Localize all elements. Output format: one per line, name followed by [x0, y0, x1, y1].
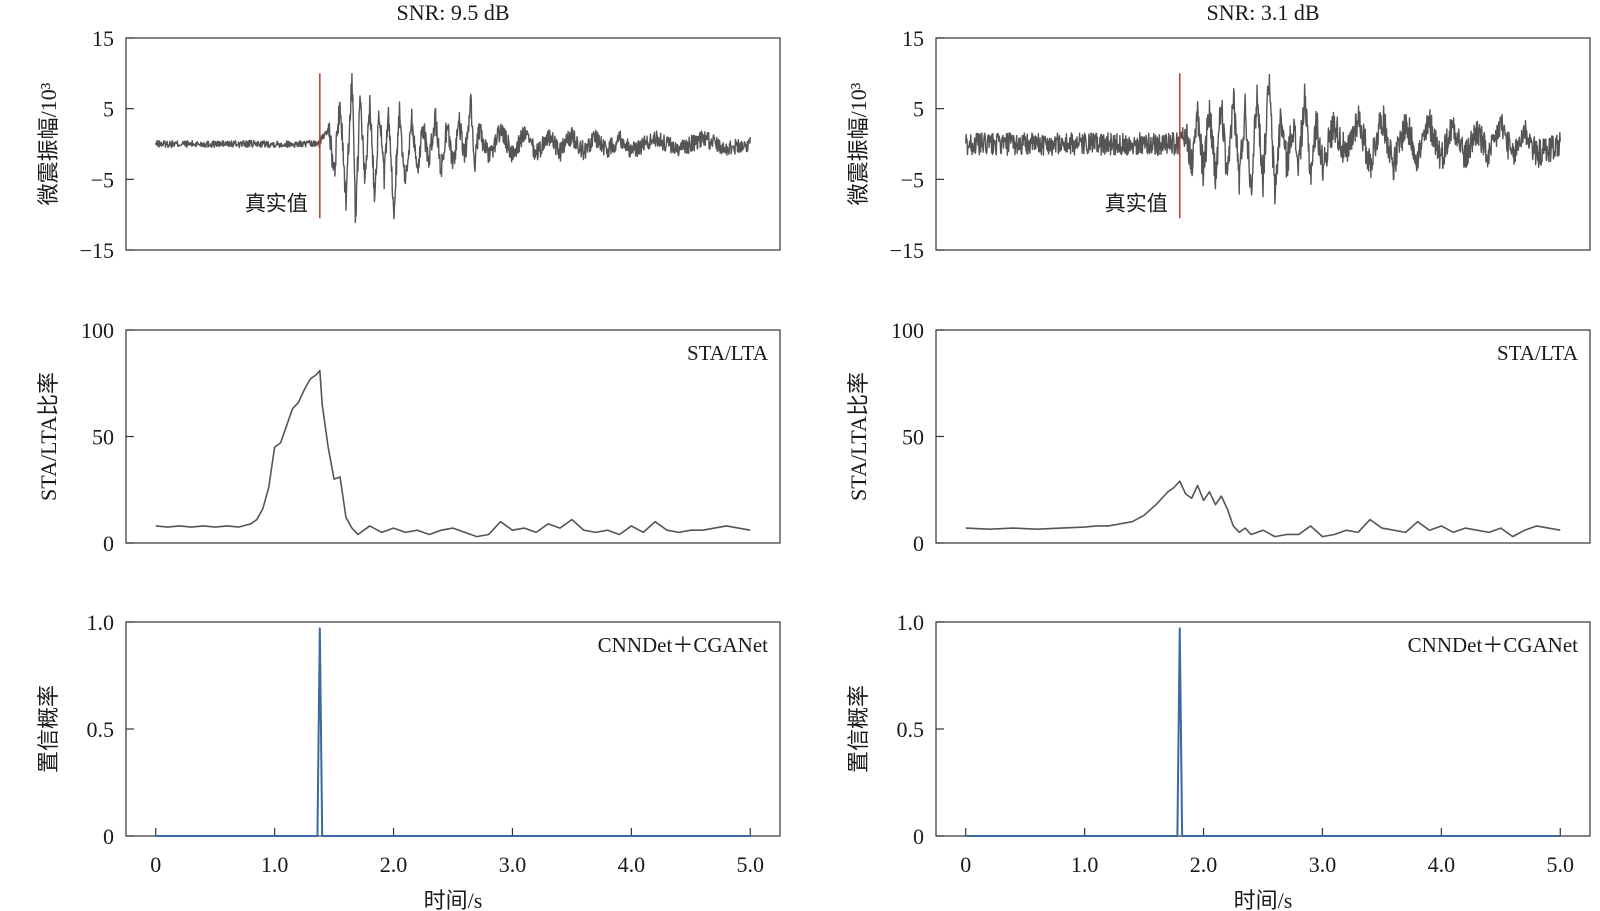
x-tick-label: 3.0	[499, 852, 527, 877]
y-axis-label: STA/LTA比率	[36, 372, 61, 501]
plot-frame	[935, 37, 1591, 251]
y-tick-label: 0.5	[897, 717, 925, 742]
x-axis-label: 时间/s	[1234, 888, 1293, 911]
y-tick-label: −5	[901, 167, 924, 192]
series-label: CNNDet＋CGANet	[1408, 633, 1578, 657]
x-tick-label: 1.0	[261, 852, 289, 877]
stalta-line	[965, 480, 1561, 538]
plot-frame	[935, 329, 1591, 544]
y-tick-label: 0	[103, 824, 114, 849]
y-tick-label: 15	[92, 26, 114, 51]
y-tick-label: 0	[103, 531, 114, 556]
y-tick-label: 100	[81, 318, 114, 343]
y-tick-label: −5	[91, 167, 114, 192]
series-label: CNNDet＋CGANet	[598, 633, 768, 657]
stalta-line	[155, 369, 751, 538]
y-tick-label: 50	[92, 425, 114, 450]
y-tick-label: 0	[913, 531, 924, 556]
y-tick-label: 5	[103, 97, 114, 122]
y-axis-label: 微震振幅/10³	[846, 82, 871, 205]
y-tick-label: 0.5	[87, 717, 115, 742]
y-axis-label: 置信概率	[846, 685, 871, 773]
x-tick-label: 4.0	[618, 852, 646, 877]
x-tick-label: 3.0	[1309, 852, 1337, 877]
chart-title: SNR: 3.1 dB	[1206, 0, 1319, 25]
panel-probability-right: 1.0 0.5 0 置信概率 0 1.0 2.0 3.0 4.0 5.0 时间/s CNNDet＋CG…	[846, 610, 1591, 911]
panel-stalta-right: 100 50 0 STA/LTA比率 STA/LTA	[846, 318, 1591, 556]
x-tick-label: 5.0	[737, 852, 765, 877]
y-axis-label: STA/LTA比率	[846, 372, 871, 501]
series-label: STA/LTA	[687, 341, 769, 365]
y-tick-label: 1.0	[87, 610, 115, 635]
y-axis-label: 置信概率	[36, 685, 61, 773]
panel-probability-left: 1.0 0.5 0 置信概率 0 1.0 2.0 3.0 4.0 5.0 时间/s CNNDet＋CG…	[36, 610, 781, 911]
y-axis-label: 微震振幅/10³	[36, 82, 61, 205]
x-tick-label: 0	[150, 852, 161, 877]
panel-waveform-right: SNR: 3.1 dB 15 5 −5 −15 微震振幅/10³ 真实值	[846, 0, 1591, 263]
y-tick-label: −15	[890, 238, 924, 263]
x-tick-label: 0	[960, 852, 971, 877]
y-tick-label: 15	[902, 26, 924, 51]
waveform-trace	[155, 72, 751, 224]
y-tick-label: 0	[913, 824, 924, 849]
pick-label: 真实值	[245, 191, 308, 215]
waveform-trace	[965, 73, 1561, 205]
x-axis-label: 时间/s	[424, 888, 483, 911]
series-label: STA/LTA	[1497, 341, 1579, 365]
y-tick-label: 100	[891, 318, 924, 343]
x-tick-label: 4.0	[1428, 852, 1456, 877]
y-tick-label: 1.0	[897, 610, 925, 635]
pick-label: 真实值	[1105, 191, 1168, 215]
y-tick-label: 50	[902, 425, 924, 450]
plot-frame	[125, 329, 781, 544]
x-tick-label: 2.0	[1190, 852, 1218, 877]
x-tick-label: 2.0	[380, 852, 408, 877]
y-tick-label: 5	[913, 97, 924, 122]
panel-stalta-left: 100 50 0 STA/LTA比率 STA/LTA	[36, 318, 781, 556]
x-tick-label: 5.0	[1547, 852, 1575, 877]
chart-title: SNR: 9.5 dB	[396, 0, 509, 25]
y-tick-label: −15	[80, 238, 114, 263]
panel-waveform-left: SNR: 9.5 dB 15 5 −5 −15 微震振幅/10³ 真实值	[36, 0, 781, 263]
probability-line	[155, 627, 751, 837]
plot-frame	[125, 37, 781, 251]
probability-line	[965, 627, 1561, 837]
x-tick-label: 1.0	[1071, 852, 1099, 877]
